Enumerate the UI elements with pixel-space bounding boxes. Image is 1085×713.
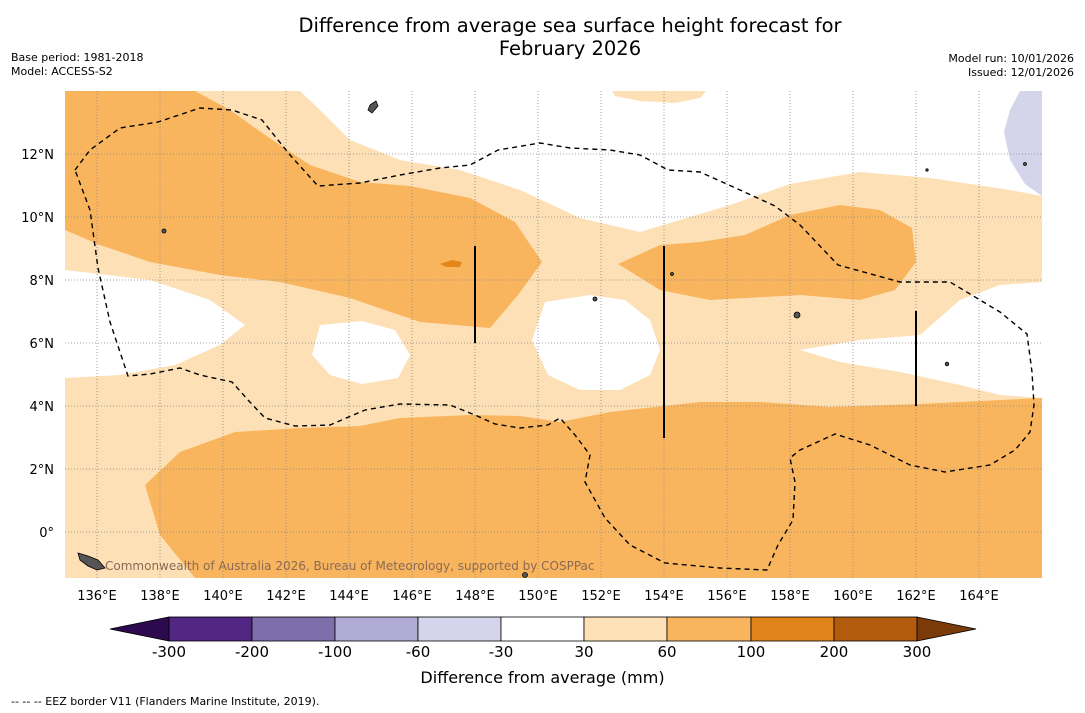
- field-white-east-center: [532, 295, 660, 390]
- lon-label: 148°E: [455, 589, 495, 604]
- title-line-2: February 2026: [498, 37, 642, 60]
- lon-label: 140°E: [203, 589, 243, 604]
- colorbar-tick: 60: [657, 643, 677, 661]
- colorbar-bin: [417, 616, 502, 642]
- lat-label: 0°: [39, 526, 54, 541]
- lon-label: 138°E: [140, 589, 180, 604]
- colorbar-tick: 30: [574, 643, 594, 661]
- lon-label: 162°E: [896, 589, 936, 604]
- map-plot-area: Commonwealth of Australia 2026, Bureau o…: [65, 91, 1042, 578]
- lon-label: 146°E: [392, 589, 432, 604]
- lat-label: 6°N: [30, 337, 55, 352]
- field-pale-top: [612, 91, 706, 103]
- colorbar-bin: [833, 616, 918, 642]
- colorbar-label: Difference from average (mm): [420, 668, 665, 687]
- colorbar-tick: 200: [819, 643, 849, 661]
- lon-label: 152°E: [581, 589, 621, 604]
- eez-footnote: -- -- -- EEZ border V11 (Flanders Marine…: [11, 695, 320, 708]
- colorbar-extend-low: [109, 616, 170, 642]
- issued-date: Issued: 12/01/2026: [967, 66, 1074, 79]
- lon-label: 158°E: [770, 589, 810, 604]
- lat-label: 4°N: [30, 400, 55, 415]
- lat-label: 10°N: [21, 211, 54, 226]
- lon-label: 142°E: [266, 589, 306, 604]
- eez-border: [74, 107, 1035, 571]
- title-line-1: Difference from average sea surface heig…: [298, 14, 842, 37]
- lat-label: 12°N: [21, 148, 54, 163]
- field-orange-south: [145, 398, 1042, 578]
- colorbar-tick: 300: [902, 643, 932, 661]
- lat-labels: 12°N 10°N 8°N 6°N 4°N 2°N 0°: [21, 148, 54, 541]
- colorbar-tick: -300: [151, 643, 187, 661]
- colorbar-tick: 100: [736, 643, 766, 661]
- colorbar-tick: -30: [488, 643, 514, 661]
- meta-left: Base period: 1981-2018 Model: ACCESS-S2: [11, 51, 143, 79]
- field-white-west: [65, 270, 245, 378]
- field-orange-northwest: [65, 91, 542, 328]
- field-white-top-right: [300, 91, 1042, 232]
- field-orange-small: [440, 260, 462, 267]
- base-period: Base period: 1981-2018: [11, 51, 144, 64]
- island-lines: [474, 246, 917, 438]
- lon-label: 156°E: [707, 589, 747, 604]
- lon-label: 160°E: [833, 589, 873, 604]
- lon-labels: 136°E 138°E 140°E 142°E 144°E 146°E 148°…: [77, 589, 999, 604]
- colorbar-bin: [500, 616, 585, 642]
- copyright-text: Commonwealth of Australia 2026, Bureau o…: [105, 559, 595, 573]
- colorbar-bin: [750, 616, 835, 642]
- colorbar-tick: -60: [405, 643, 431, 661]
- colorbar-bin: [251, 616, 336, 642]
- islands: [77, 100, 1027, 578]
- lat-label: 8°N: [30, 274, 55, 289]
- lon-label: 154°E: [644, 589, 684, 604]
- colorbar: [109, 616, 977, 642]
- colorbar-bin: [334, 616, 419, 642]
- field-orange-northeast: [618, 205, 916, 300]
- colorbar-extend-high: [916, 616, 977, 642]
- meta-right: Model run: 10/01/2026 Issued: 12/01/2026: [948, 52, 1074, 80]
- field-white-east: [800, 282, 1042, 398]
- lon-label: 164°E: [959, 589, 999, 604]
- map-title: Difference from average sea surface heig…: [0, 14, 1085, 60]
- field-white-center: [312, 321, 410, 384]
- lon-label: 150°E: [518, 589, 558, 604]
- field-blue-northeast: [1004, 91, 1042, 196]
- colorbar-bin: [168, 616, 253, 642]
- lon-label: 144°E: [329, 589, 369, 604]
- colorbar-tick: -100: [317, 643, 353, 661]
- model-run: Model run: 10/01/2026: [948, 52, 1074, 65]
- colorbar-bin: [666, 616, 752, 642]
- colorbar-bin: [583, 616, 668, 642]
- lat-label: 2°N: [30, 463, 55, 478]
- lon-label: 136°E: [77, 589, 117, 604]
- model-name: Model: ACCESS-S2: [11, 65, 113, 78]
- colorbar-tick: -200: [234, 643, 270, 661]
